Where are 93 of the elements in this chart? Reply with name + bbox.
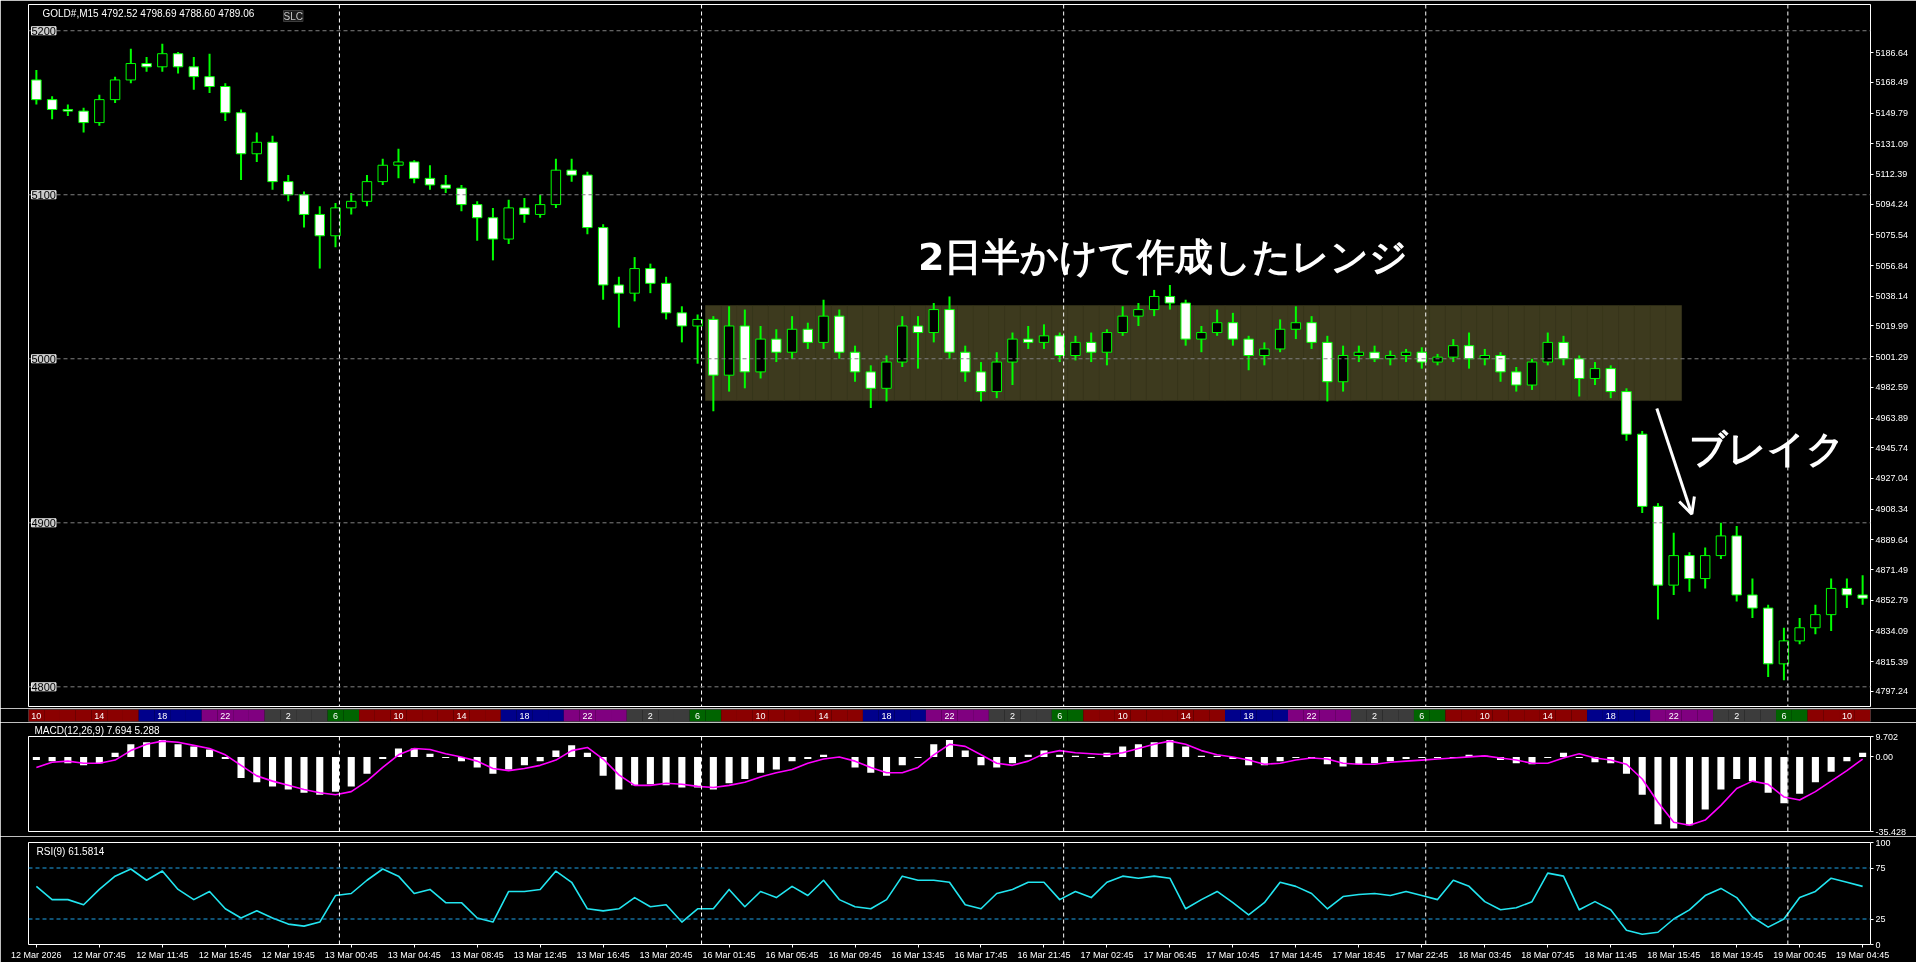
y-tick-label: 4852.79 xyxy=(1875,595,1909,606)
y-tick-label: 5056.84 xyxy=(1875,260,1909,271)
y-tick-label: 5038.14 xyxy=(1875,291,1909,302)
x-tick-label: 6 xyxy=(1057,710,1063,721)
x-tick-label: 10 xyxy=(1117,710,1128,721)
ref-line-label: 4800 xyxy=(31,680,56,693)
x-tick-label: 18 xyxy=(157,710,168,721)
x-tick-label: 10 xyxy=(1841,710,1852,721)
y-tick-label: 5131.09 xyxy=(1875,138,1909,149)
y-tick-label: 5094.24 xyxy=(1875,199,1909,210)
x-tick-label: 18 Mar 07:45 xyxy=(1521,949,1575,960)
x-tick-label: 18 Mar 15:45 xyxy=(1647,949,1701,960)
x-tick-label: 12 Mar 19:45 xyxy=(261,949,315,960)
x-tick-label: 18 xyxy=(1243,710,1254,721)
x-tick-label: 2 xyxy=(1372,710,1378,721)
x-tick-label: 6 xyxy=(695,710,701,721)
x-tick-label: 6 xyxy=(333,710,339,721)
x-tick-label: 18 xyxy=(1605,710,1616,721)
y-tick-label: 5168.49 xyxy=(1875,77,1909,88)
ref-line-label: 5200 xyxy=(31,24,56,37)
x-tick-label: 19 Mar 04:45 xyxy=(1836,949,1890,960)
x-tick-label: 12 Mar 07:45 xyxy=(72,949,126,960)
y-tick-label: 4871.49 xyxy=(1875,564,1909,575)
x-tick-label: 18 xyxy=(519,710,530,721)
annotation: ブレイク xyxy=(1689,426,1846,471)
y-tick-label: 75 xyxy=(1875,863,1886,873)
y-tick-label: 5019.99 xyxy=(1875,320,1909,331)
x-tick-label: 10 xyxy=(1479,710,1490,721)
x-tick-label: 13 Mar 00:45 xyxy=(324,949,378,960)
x-tick-label: 13 Mar 16:45 xyxy=(576,949,630,960)
x-tick-label: 19 Mar 00:45 xyxy=(1773,949,1827,960)
x-tick-label: 17 Mar 10:45 xyxy=(1206,949,1260,960)
x-tick-label: 18 Mar 19:45 xyxy=(1710,949,1764,960)
x-tick-label: 16 Mar 01:45 xyxy=(702,949,756,960)
y-tick-label: 0 xyxy=(1875,939,1881,950)
x-tick-label: 13 Mar 20:45 xyxy=(639,949,693,960)
annotation: 2日半かけて作成したレンジ xyxy=(917,235,1409,280)
x-tick-label: 2 xyxy=(1734,710,1740,721)
x-tick-label: 16 Mar 21:45 xyxy=(1017,949,1071,960)
y-tick-label: 5001.29 xyxy=(1875,351,1909,362)
y-tick-label: 4889.64 xyxy=(1875,534,1909,545)
y-tick-label: 4815.39 xyxy=(1875,656,1909,667)
x-tick-label: 18 xyxy=(881,710,892,721)
x-tick-label: 12 Mar 11:45 xyxy=(136,949,189,960)
chart-title: GOLD#,M15 4792.52 4798.69 4788.60 4789.06 xyxy=(42,7,255,19)
x-tick-label: 13 Mar 12:45 xyxy=(513,949,567,960)
x-tick-label: 2 xyxy=(1009,710,1015,721)
ref-line-label: 5100 xyxy=(31,188,56,201)
x-tick-label: 17 Mar 22:45 xyxy=(1395,949,1449,960)
x-tick-label: 22 xyxy=(1306,710,1317,721)
y-tick-label: -35.428 xyxy=(1875,826,1907,837)
x-tick-label: 16 Mar 05:45 xyxy=(765,949,819,960)
x-tick-label: 6 xyxy=(1419,710,1425,721)
y-tick-label: 4927.04 xyxy=(1875,473,1909,484)
x-tick-label: 13 Mar 04:45 xyxy=(387,949,441,960)
x-tick-label: 16 Mar 09:45 xyxy=(828,949,882,960)
y-tick-label: 9.702 xyxy=(1875,731,1899,742)
x-tick-label: 17 Mar 06:45 xyxy=(1143,949,1197,960)
y-tick-label: 4797.24 xyxy=(1875,686,1909,697)
y-tick-label: 5075.54 xyxy=(1875,229,1909,240)
x-tick-label: 17 Mar 02:45 xyxy=(1080,949,1134,960)
x-tick-label: 22 xyxy=(1668,710,1679,721)
chart-title: MACD(12,26,9) 7.694 5.288 xyxy=(34,725,161,736)
y-tick-label: 4945.74 xyxy=(1875,442,1909,453)
x-tick-label: 18 Mar 11:45 xyxy=(1584,949,1637,960)
y-tick-label: 0.00 xyxy=(1875,751,1894,762)
x-tick-label: 22 xyxy=(944,710,955,721)
x-tick-label: 6 xyxy=(1781,710,1787,721)
x-tick-label: 17 Mar 14:45 xyxy=(1269,949,1323,960)
y-tick-label: 5112.39 xyxy=(1875,169,1908,180)
y-tick-label: 100 xyxy=(1875,837,1891,848)
y-tick-label: 4908.34 xyxy=(1875,504,1909,515)
ref-line-label: 5000 xyxy=(31,352,56,365)
x-tick-label: 12 Mar 2026 xyxy=(11,949,62,960)
x-tick-label: 12 Mar 15:45 xyxy=(198,949,252,960)
y-tick-label: 4834.09 xyxy=(1875,625,1909,636)
x-tick-label: 16 Mar 13:45 xyxy=(891,949,945,960)
x-tick-label: 2 xyxy=(647,710,653,721)
x-tick-label: 18 Mar 03:45 xyxy=(1458,949,1512,960)
x-tick-label: 14 xyxy=(1180,710,1191,721)
x-tick-label: 16 Mar 17:45 xyxy=(954,949,1008,960)
y-tick-label: 5149.79 xyxy=(1875,108,1909,119)
chart-title: RSI(9) 61.5814 xyxy=(36,845,105,857)
y-tick-label: 4963.89 xyxy=(1875,413,1909,424)
annotation: SLC xyxy=(283,10,303,22)
x-tick-label: 13 Mar 08:45 xyxy=(450,949,504,960)
x-tick-label: 2 xyxy=(285,710,291,721)
x-tick-label: 17 Mar 18:45 xyxy=(1332,949,1386,960)
y-tick-label: 4982.59 xyxy=(1875,382,1909,393)
y-tick-label: 5186.64 xyxy=(1875,47,1909,58)
y-tick-label: 25 xyxy=(1875,914,1886,924)
ref-line-label: 4900 xyxy=(31,516,56,529)
x-tick-label: 14 xyxy=(1542,710,1553,721)
